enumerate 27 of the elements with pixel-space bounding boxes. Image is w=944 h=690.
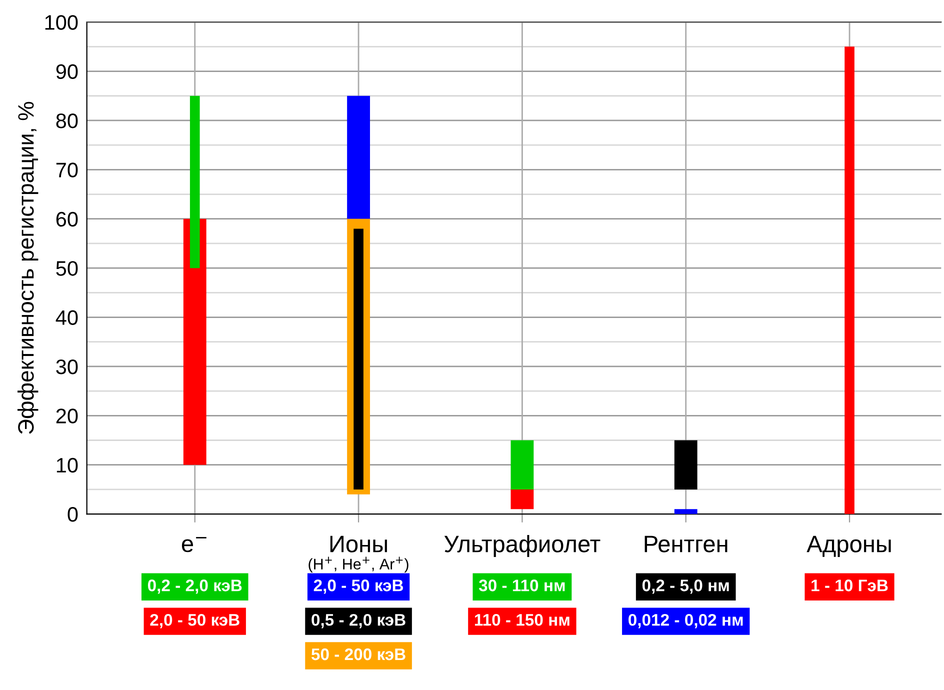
y-axis-title: Эффективность регистрации, % [17,102,38,434]
y-tick-label: 80 [56,113,78,128]
x-tick-label: e$^{−}$ [182,537,206,552]
text: 110 - 150 нм [474,614,570,626]
text: 0,2 - 2,0 кэВ [148,580,242,594]
text: 1 - 10 ГэВ [812,580,888,592]
text: 2,0 - 50 кэВ [314,580,404,594]
y-tick-label: 20 [56,408,78,424]
y-tick-label: 0 [68,507,78,522]
y-tick-label: 100 [45,15,78,30]
text: 0,012 - 0,02 нм [628,614,743,628]
text: 0,2 - 5,0 нм [642,580,729,594]
x-tick-label: Ультрафиолет [444,535,600,558]
x-tick-label: Ионы (H$^{+}$, He$^{+}$, Ar$^{+}$) [308,536,408,572]
y-tick-label: 10 [56,458,78,473]
y-tick-label: 60 [56,212,78,227]
x-tick-label: Адроны [806,536,891,558]
text: 50 - 200 кэВ [311,648,406,660]
text: 0,5 - 2,0 кэВ [312,614,406,628]
text: 2,0 - 50 кэВ [150,614,240,628]
y-tick-label: 50 [56,261,78,276]
y-tick-label: 70 [56,162,78,178]
text: 30 - 110 нм [478,580,565,592]
y-tick-label: 40 [56,310,78,326]
x-tick-label: Рентген [644,536,728,552]
y-tick-label: 30 [56,359,78,374]
y-tick-label: 90 [56,64,78,80]
